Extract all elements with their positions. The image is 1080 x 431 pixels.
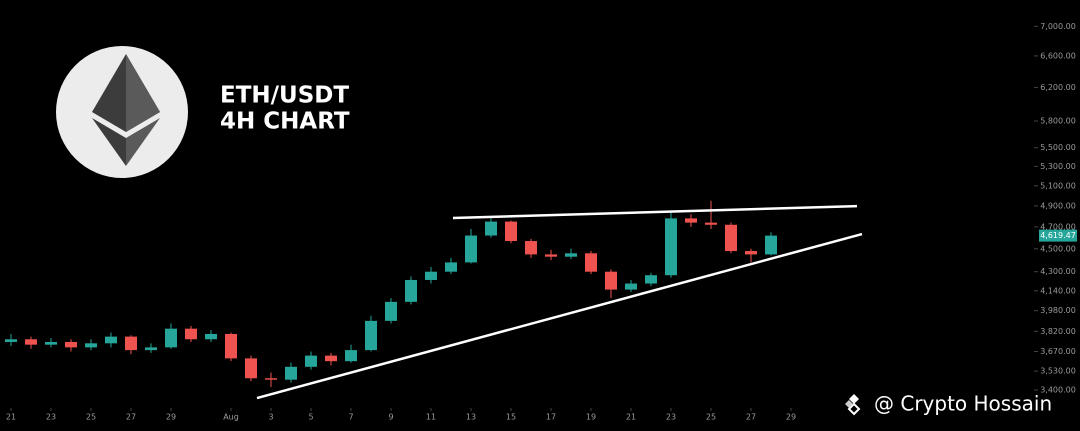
x-tick-label: 17 xyxy=(546,413,556,422)
candle-body xyxy=(625,283,637,290)
candle-body xyxy=(765,235,777,255)
candle-body xyxy=(325,355,337,362)
chart-subtitle: 4H CHART xyxy=(220,109,350,135)
x-tick-label: 5 xyxy=(308,413,313,422)
x-tick-label: 7 xyxy=(348,413,353,422)
y-tick-label: 4,700.00 xyxy=(1040,222,1076,231)
candle-body xyxy=(505,221,517,242)
candle-body xyxy=(745,251,757,255)
watermark: @ Crypto Hossain xyxy=(874,392,1052,416)
candle-body xyxy=(125,336,137,351)
x-tick-label: 25 xyxy=(706,413,716,422)
candle-body xyxy=(525,241,537,255)
x-tick-label: 9 xyxy=(388,413,393,422)
candle-body xyxy=(285,366,297,380)
y-tick-label: 3,670.00 xyxy=(1040,347,1076,356)
candle-body xyxy=(605,271,617,290)
x-tick-label: 27 xyxy=(126,413,136,422)
x-tick-label: 27 xyxy=(746,413,756,422)
last-price-label: 4,619.47 xyxy=(1040,231,1076,240)
x-tick-label: 21 xyxy=(626,413,636,422)
candle-body xyxy=(5,339,17,342)
last-price-box xyxy=(1039,229,1077,242)
y-tick-label: 4,140.00 xyxy=(1040,286,1076,295)
y-tick-label: 6,200.00 xyxy=(1040,83,1076,92)
eth-logo xyxy=(56,46,188,178)
candle-body xyxy=(665,218,677,276)
candle-body xyxy=(185,328,197,340)
x-tick-label: 23 xyxy=(46,413,56,422)
candle-body xyxy=(65,341,77,348)
trendline xyxy=(452,204,858,220)
candle-body xyxy=(25,339,37,345)
chart-title: ETH/USDT xyxy=(220,83,349,109)
x-tick-label: 13 xyxy=(466,413,476,422)
x-tick-label: 19 xyxy=(586,413,596,422)
y-tick-label: 3,820.00 xyxy=(1040,327,1076,336)
candle-body xyxy=(345,350,357,362)
x-tick-label: 23 xyxy=(666,413,676,422)
x-tick-label: 11 xyxy=(426,413,436,422)
candle-body xyxy=(565,253,577,257)
y-tick-label: 4,300.00 xyxy=(1040,267,1076,276)
candle-body xyxy=(145,347,157,351)
y-tick-label: 3,400.00 xyxy=(1040,385,1076,394)
trendline xyxy=(256,232,863,400)
x-tick-label: 3 xyxy=(268,413,273,422)
candle-body xyxy=(465,235,477,263)
candle-body xyxy=(365,320,377,351)
candle-body xyxy=(445,262,457,272)
y-tick-label: 3,980.00 xyxy=(1040,306,1076,315)
candle-body xyxy=(245,358,257,379)
y-tick-label: 5,300.00 xyxy=(1040,162,1076,171)
candle-body xyxy=(645,275,657,284)
candle-body xyxy=(45,341,57,345)
x-tick-label: 15 xyxy=(506,413,516,422)
candle-body xyxy=(265,378,277,380)
candle-body xyxy=(485,221,497,236)
candle-body xyxy=(305,355,317,367)
candle-body xyxy=(725,224,737,252)
x-tick-label: 29 xyxy=(786,413,796,422)
candle-body xyxy=(545,254,557,257)
y-tick-label: 5,500.00 xyxy=(1040,143,1076,152)
y-tick-label: 4,900.00 xyxy=(1040,201,1076,210)
x-tick-label: 29 xyxy=(166,413,176,422)
candle-body xyxy=(225,333,237,359)
x-tick-label: 21 xyxy=(6,413,16,422)
x-tick-label: Aug xyxy=(223,413,239,422)
candle-body xyxy=(705,222,717,225)
plot-area: 7,000.00 6,600.00 6,200.00 5,800.00 5,500.00… xyxy=(5,22,1077,422)
candle-body xyxy=(105,336,117,344)
y-tick-label: 4,500.00 xyxy=(1040,244,1076,253)
candle-body xyxy=(685,218,697,223)
candle-body xyxy=(205,333,217,340)
y-tick-label: 7,000.00 xyxy=(1040,22,1076,31)
candle-body xyxy=(165,328,177,348)
y-tick-label: 5,800.00 xyxy=(1040,116,1076,125)
watermark-icon xyxy=(845,394,861,416)
candle-body xyxy=(425,271,437,280)
y-tick-label: 5,100.00 xyxy=(1040,181,1076,190)
x-tick-label: 25 xyxy=(86,413,96,422)
candle-body xyxy=(85,343,97,348)
candle-body xyxy=(585,253,597,272)
y-tick-label: 3,530.00 xyxy=(1040,367,1076,376)
candle-body xyxy=(385,301,397,321)
y-tick-label: 6,600.00 xyxy=(1040,51,1076,60)
candle-body xyxy=(405,279,417,302)
